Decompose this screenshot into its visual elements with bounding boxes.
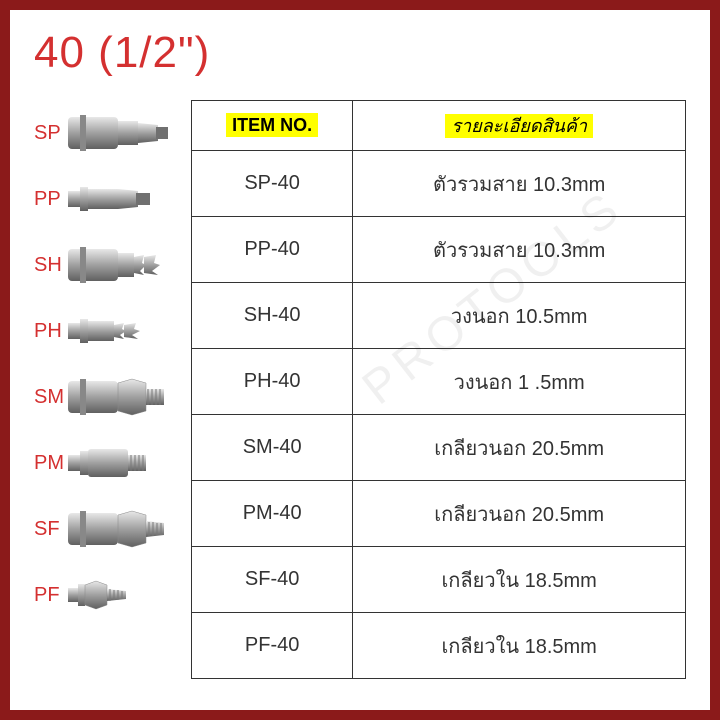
fitting-icon [68, 111, 179, 155]
list-item: PM [34, 430, 179, 496]
cell-desc: เกลียวนอก 20.5mm [353, 415, 686, 481]
cell-itemno: SM-40 [192, 415, 353, 481]
cell-itemno: PH-40 [192, 349, 353, 415]
page-title: 40 (1/2") [34, 28, 686, 78]
cell-desc: เกลียวใน 18.5mm [353, 547, 686, 613]
list-item: SH [34, 232, 179, 298]
item-label: PM [34, 452, 62, 475]
list-item: SF [34, 496, 179, 562]
item-label: PH [34, 320, 62, 343]
cell-itemno: SP-40 [192, 151, 353, 217]
item-label: SP [34, 122, 62, 145]
content-panel: 40 (1/2") PROTOOLS SP PP [10, 10, 710, 710]
fitting-icon [68, 445, 179, 481]
table-row: PF-40เกลียวใน 18.5mm [192, 613, 686, 679]
table-row: SF-40เกลียวใน 18.5mm [192, 547, 686, 613]
item-label: SH [34, 254, 62, 277]
table-header-itemno: ITEM NO. [192, 101, 353, 151]
cell-desc: ตัวรวมสาย 10.3mm [353, 217, 686, 283]
table-row: SM-40เกลียวนอก 20.5mm [192, 415, 686, 481]
list-item: PF [34, 562, 179, 628]
cell-itemno: PM-40 [192, 481, 353, 547]
fitting-icon [68, 313, 179, 349]
cell-desc: วงนอก 1 .5mm [353, 349, 686, 415]
list-item: PH [34, 298, 179, 364]
item-label: PP [34, 188, 62, 211]
fitting-icon [68, 243, 179, 287]
list-item: SM [34, 364, 179, 430]
cell-itemno: SH-40 [192, 283, 353, 349]
cell-desc: ตัวรวมสาย 10.3mm [353, 151, 686, 217]
fitting-icon [68, 375, 179, 419]
cell-itemno: PF-40 [192, 613, 353, 679]
table-row: PP-40ตัวรวมสาย 10.3mm [192, 217, 686, 283]
table-row: SP-40ตัวรวมสาย 10.3mm [192, 151, 686, 217]
table-row: PM-40เกลียวนอก 20.5mm [192, 481, 686, 547]
table-row: PH-40วงนอก 1 .5mm [192, 349, 686, 415]
list-item: PP [34, 166, 179, 232]
table-header-desc: รายละเอียดสินค้า [353, 101, 686, 151]
main-layout: SP PP [34, 100, 686, 679]
cell-itemno: SF-40 [192, 547, 353, 613]
cell-desc: วงนอก 10.5mm [353, 283, 686, 349]
table-header-row: ITEM NO. รายละเอียดสินค้า [192, 101, 686, 151]
item-label: SM [34, 386, 62, 409]
fitting-icon [68, 507, 179, 551]
cell-desc: เกลียวนอก 20.5mm [353, 481, 686, 547]
item-label: PF [34, 584, 62, 607]
item-label: SF [34, 518, 62, 541]
list-item: SP [34, 100, 179, 166]
spec-table: ITEM NO. รายละเอียดสินค้า SP-40ตัวรวมสาย… [191, 100, 686, 679]
fitting-icon [68, 179, 179, 219]
table-row: SH-40วงนอก 10.5mm [192, 283, 686, 349]
product-image-column: SP PP [34, 100, 179, 679]
fitting-icon [68, 579, 179, 611]
cell-desc: เกลียวใน 18.5mm [353, 613, 686, 679]
cell-itemno: PP-40 [192, 217, 353, 283]
